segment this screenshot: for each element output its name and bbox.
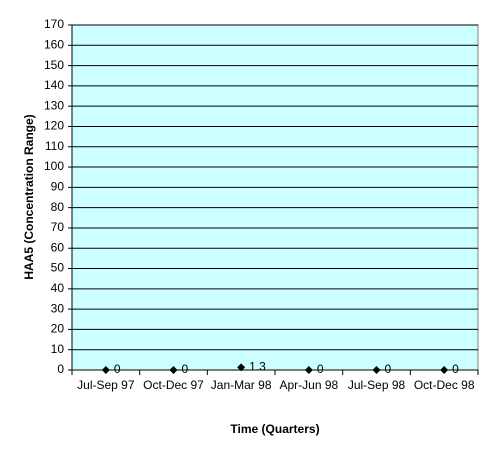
- x-tick-label: Jul-Sep 98: [347, 378, 406, 392]
- data-label: 0: [452, 362, 459, 376]
- y-tick-label: 70: [51, 220, 65, 234]
- x-tick-label: Jul-Sep 97: [77, 378, 135, 392]
- y-tick-label: 90: [51, 180, 65, 194]
- x-tick-label: Jan-Mar 98: [210, 378, 272, 392]
- y-tick-label: 10: [51, 342, 65, 356]
- data-point: [304, 366, 313, 374]
- y-tick-label: 0: [57, 362, 64, 376]
- x-tick-label: Oct-Dec 97: [143, 378, 204, 392]
- y-tick-label: 150: [44, 58, 64, 72]
- data-label: 0: [385, 362, 392, 376]
- y-tick-label: 60: [51, 240, 65, 254]
- data-label: 1.3: [249, 360, 266, 374]
- y-tick-label: 80: [51, 200, 65, 214]
- y-tick-label: 100: [44, 159, 64, 173]
- data-point: [169, 366, 178, 374]
- data-point: [440, 366, 449, 374]
- y-axis-label: HAA5 (Concentration Range): [22, 114, 36, 279]
- x-tick-label: Apr-Jun 98: [279, 378, 339, 392]
- y-tick-label: 50: [51, 261, 65, 275]
- data-point: [101, 366, 110, 374]
- data-label: 0: [182, 362, 189, 376]
- y-tick-label: 140: [44, 78, 64, 92]
- data-label: 0: [114, 362, 121, 376]
- y-tick-label: 120: [44, 119, 64, 133]
- y-tick-label: 160: [44, 37, 64, 51]
- y-tick-label: 40: [51, 281, 65, 295]
- data-point: [237, 363, 246, 372]
- y-tick-label: 30: [51, 301, 65, 315]
- y-tick-label: 20: [51, 322, 65, 336]
- x-axis-label: Time (Quarters): [230, 422, 319, 436]
- y-tick-label: 170: [44, 17, 64, 31]
- x-tick-label: Oct-Dec 98: [413, 378, 475, 392]
- data-label: 0: [317, 362, 324, 376]
- plot-area: [71, 24, 479, 371]
- data-point: [372, 366, 381, 374]
- y-tick-label: 110: [45, 139, 64, 153]
- y-tick-label: 130: [44, 98, 64, 112]
